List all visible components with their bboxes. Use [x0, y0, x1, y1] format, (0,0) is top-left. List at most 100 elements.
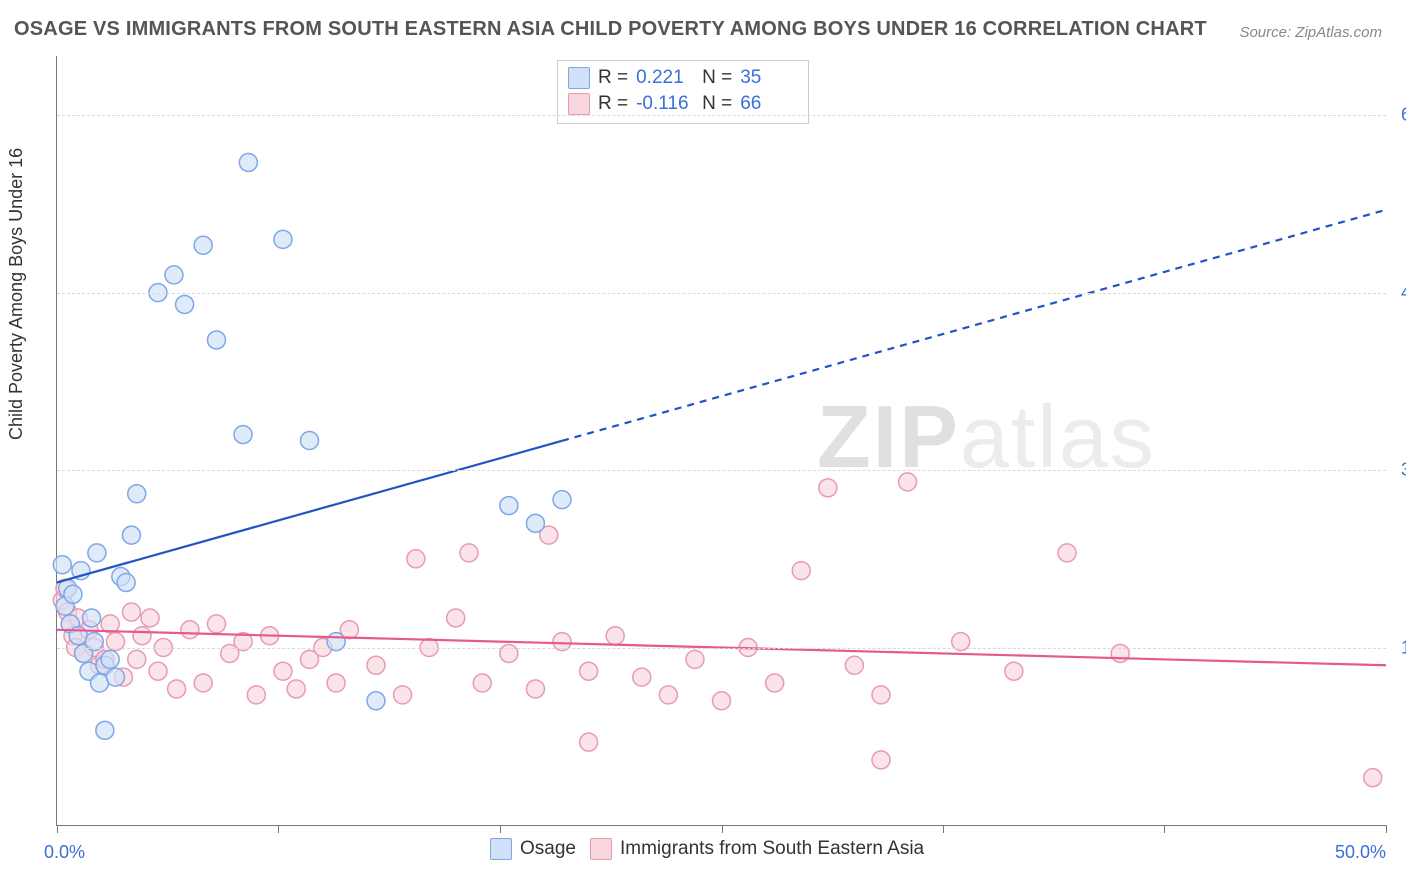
scatter-point	[845, 656, 863, 674]
n-label: N =	[702, 91, 732, 117]
scatter-point	[606, 627, 624, 645]
scatter-point	[1005, 662, 1023, 680]
scatter-point	[301, 432, 319, 450]
scatter-point	[659, 686, 677, 704]
scatter-point	[500, 497, 518, 515]
scatter-point	[247, 686, 265, 704]
r-value: -0.116	[636, 91, 694, 117]
scatter-point	[447, 609, 465, 627]
scatter-point	[239, 153, 257, 171]
scatter-point	[64, 585, 82, 603]
scatter-point	[526, 514, 544, 532]
scatter-point	[1058, 544, 1076, 562]
swatch-icon	[568, 93, 590, 115]
scatter-point	[83, 609, 101, 627]
scatter-point	[96, 721, 114, 739]
x-tick	[1164, 825, 1165, 833]
x-tick	[57, 825, 58, 833]
scatter-point	[1364, 769, 1382, 787]
scatter-point	[181, 621, 199, 639]
y-axis-label: Child Poverty Among Boys Under 16	[6, 148, 27, 440]
scatter-point	[394, 686, 412, 704]
x-tick	[500, 825, 501, 833]
trend-line	[57, 441, 562, 583]
plot-svg	[57, 56, 1386, 825]
plot-area: ZIPatlas R = 0.221 N = 35 R = -0.116 N =…	[56, 56, 1386, 826]
chart-title: OSAGE VS IMMIGRANTS FROM SOUTH EASTERN A…	[14, 18, 1207, 41]
y-tick-label: 15.0%	[1392, 637, 1406, 658]
scatter-point	[407, 550, 425, 568]
r-label: R =	[598, 91, 628, 117]
y-tick-label: 30.0%	[1392, 460, 1406, 481]
scatter-point	[207, 615, 225, 633]
gridline	[57, 293, 1386, 294]
scatter-point	[194, 236, 212, 254]
scatter-point	[141, 609, 159, 627]
y-tick-label: 45.0%	[1392, 282, 1406, 303]
swatch-icon	[590, 838, 612, 860]
scatter-point	[165, 266, 183, 284]
scatter-point	[234, 426, 252, 444]
scatter-point	[128, 485, 146, 503]
scatter-point	[580, 662, 598, 680]
scatter-point	[207, 331, 225, 349]
chart-container: OSAGE VS IMMIGRANTS FROM SOUTH EASTERN A…	[0, 0, 1406, 892]
r-value: 0.221	[636, 65, 694, 91]
legend-bottom: Osage Immigrants from South Eastern Asia	[490, 838, 924, 860]
x-axis-start-label: 0.0%	[44, 842, 85, 863]
scatter-point	[553, 491, 571, 509]
x-axis-end-label: 50.0%	[1335, 842, 1386, 863]
scatter-point	[101, 650, 119, 668]
scatter-point	[287, 680, 305, 698]
gridline	[57, 648, 1386, 649]
scatter-point	[473, 674, 491, 692]
x-tick	[722, 825, 723, 833]
y-tick-label: 60.0%	[1392, 105, 1406, 126]
scatter-point	[792, 562, 810, 580]
scatter-point	[899, 473, 917, 491]
scatter-point	[122, 603, 140, 621]
scatter-point	[128, 650, 146, 668]
legend-label: Immigrants from South Eastern Asia	[620, 838, 924, 860]
scatter-point	[106, 668, 124, 686]
scatter-point	[133, 627, 151, 645]
source-attribution: Source: ZipAtlas.com	[1239, 24, 1382, 41]
scatter-point	[88, 544, 106, 562]
n-value: 35	[740, 65, 798, 91]
scatter-point	[327, 674, 345, 692]
x-tick	[278, 825, 279, 833]
scatter-point	[526, 680, 544, 698]
scatter-point	[713, 692, 731, 710]
scatter-point	[53, 556, 71, 574]
scatter-point	[460, 544, 478, 562]
scatter-point	[633, 668, 651, 686]
scatter-point	[872, 686, 890, 704]
swatch-icon	[568, 67, 590, 89]
scatter-point	[176, 295, 194, 313]
n-label: N =	[702, 65, 732, 91]
scatter-point	[117, 573, 135, 591]
r-label: R =	[598, 65, 628, 91]
legend-stats-row: R = 0.221 N = 35	[568, 65, 798, 91]
x-tick	[943, 825, 944, 833]
legend-stats-row: R = -0.116 N = 66	[568, 91, 798, 117]
scatter-point	[122, 526, 140, 544]
scatter-point	[168, 680, 186, 698]
scatter-point	[367, 692, 385, 710]
scatter-point	[872, 751, 890, 769]
trend-line-dashed	[562, 210, 1386, 441]
scatter-point	[686, 650, 704, 668]
legend-item: Immigrants from South Eastern Asia	[590, 838, 924, 860]
scatter-point	[274, 662, 292, 680]
scatter-point	[194, 674, 212, 692]
swatch-icon	[490, 838, 512, 860]
scatter-point	[149, 662, 167, 680]
legend-item: Osage	[490, 838, 576, 860]
scatter-point	[766, 674, 784, 692]
scatter-point	[274, 230, 292, 248]
scatter-point	[580, 733, 598, 751]
gridline	[57, 470, 1386, 471]
n-value: 66	[740, 91, 798, 117]
scatter-point	[819, 479, 837, 497]
x-tick	[1386, 825, 1387, 833]
